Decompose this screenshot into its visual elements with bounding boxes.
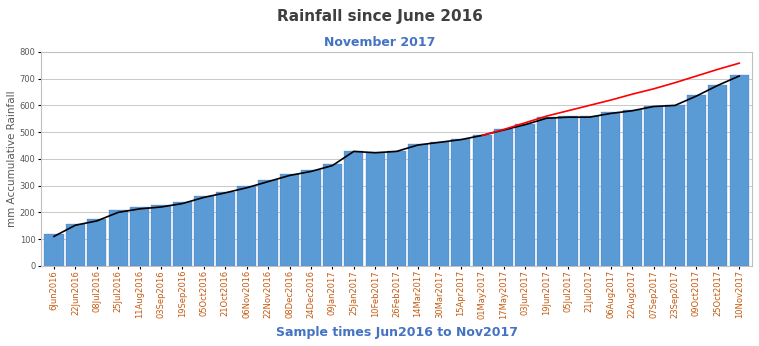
Bar <box>194 195 213 266</box>
Bar <box>259 180 278 266</box>
X-axis label: Sample times Jun2016 to Nov2017: Sample times Jun2016 to Nov2017 <box>276 326 518 339</box>
Text: Rainfall since June 2016: Rainfall since June 2016 <box>276 9 483 24</box>
Bar <box>44 234 64 266</box>
Bar <box>408 144 427 266</box>
Bar <box>473 135 492 266</box>
Bar <box>366 152 385 266</box>
Bar <box>152 205 171 266</box>
Bar <box>687 95 706 266</box>
Bar <box>537 117 556 266</box>
Bar <box>494 129 513 266</box>
Bar <box>130 207 150 266</box>
Bar <box>451 139 471 266</box>
Bar <box>559 116 578 266</box>
Bar <box>580 116 599 266</box>
Bar <box>430 142 449 266</box>
Bar <box>87 219 106 266</box>
Bar <box>301 170 320 266</box>
Bar <box>237 186 257 266</box>
Bar <box>109 210 128 266</box>
Bar <box>515 124 535 266</box>
Bar <box>323 164 342 266</box>
Bar <box>622 110 642 266</box>
Bar <box>216 191 235 266</box>
Bar <box>173 202 192 266</box>
Bar <box>644 106 663 266</box>
Bar <box>66 224 85 266</box>
Bar <box>387 151 406 266</box>
Bar <box>729 75 749 266</box>
Bar <box>708 84 727 266</box>
Y-axis label: mm Accumulative Rainfall: mm Accumulative Rainfall <box>7 91 17 227</box>
Bar <box>344 151 364 266</box>
Bar <box>601 112 620 266</box>
Bar <box>666 105 685 266</box>
Text: November 2017: November 2017 <box>324 36 435 49</box>
Bar <box>280 174 299 266</box>
